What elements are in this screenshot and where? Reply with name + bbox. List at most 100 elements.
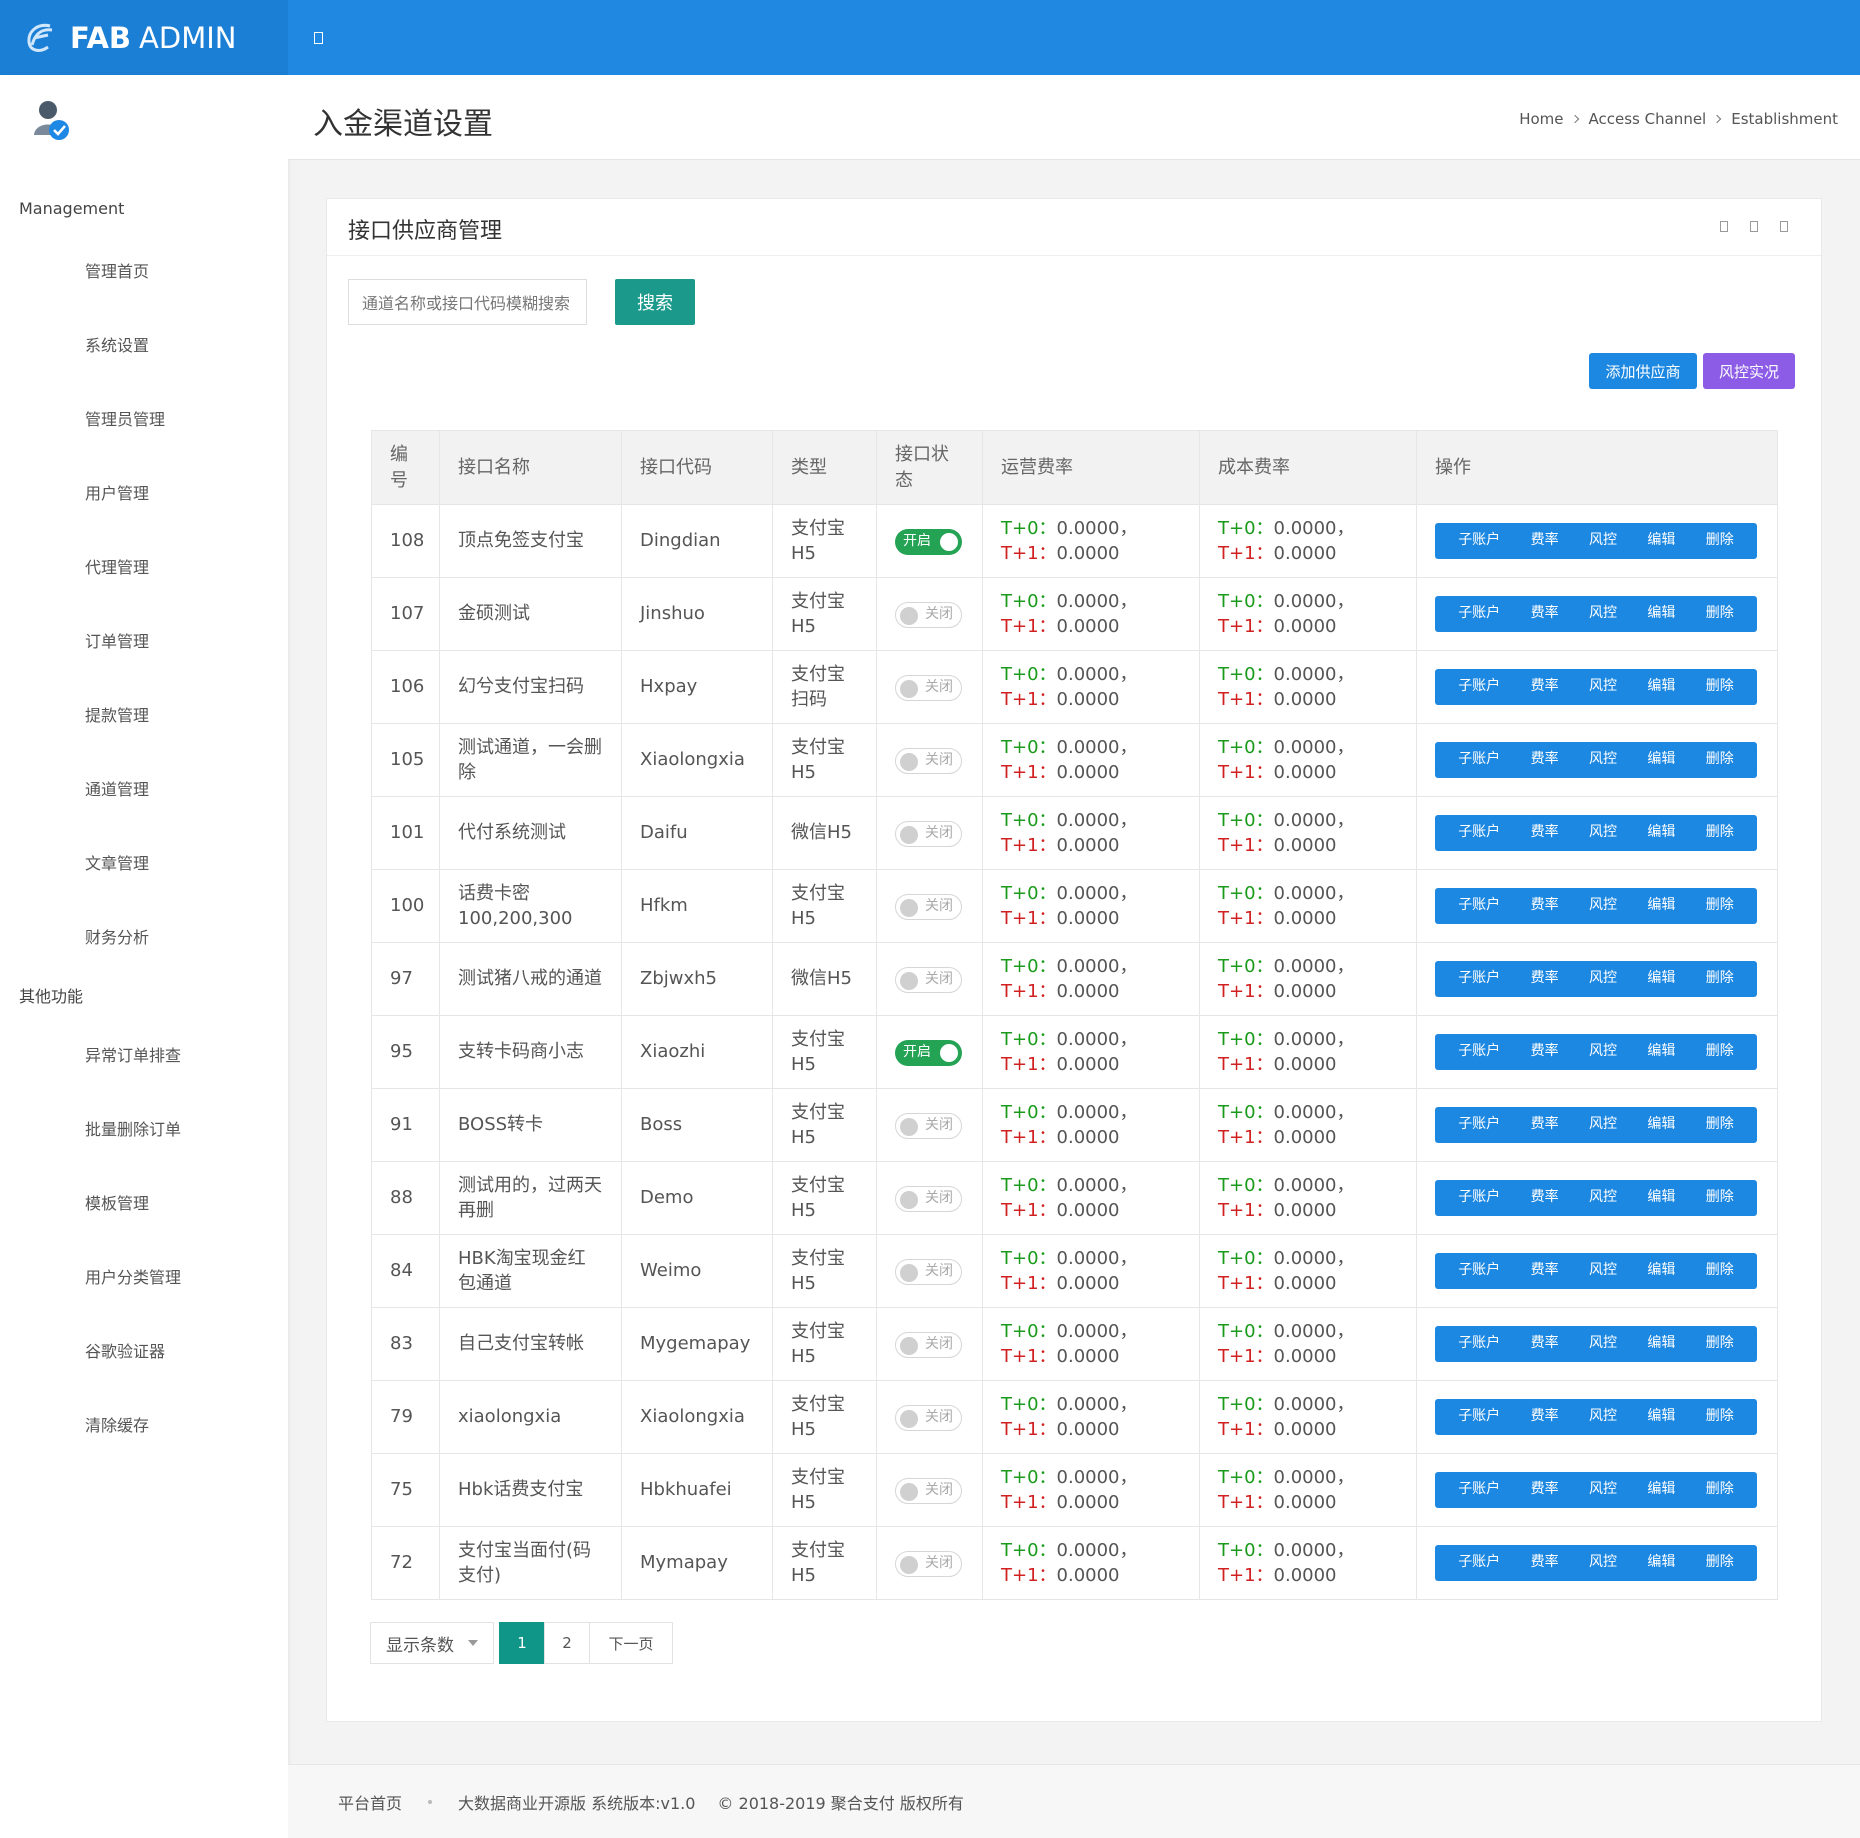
action-button[interactable]: 风控 [1588,1335,1617,1352]
action-button[interactable]: 删除 [1705,751,1734,768]
status-switch[interactable]: 关闭 [895,966,962,993]
action-button[interactable]: 删除 [1705,1335,1734,1352]
footer-text[interactable]: 平台首页 [338,1793,403,1813]
action-button[interactable]: 子账户 [1458,678,1501,695]
action-button[interactable]: 编辑 [1647,897,1676,914]
sidebar-item[interactable]: 订单管理 [85,632,150,651]
page-button[interactable]: 1 [499,1622,545,1664]
action-button[interactable]: 风控 [1588,1481,1617,1498]
action-button[interactable]: 编辑 [1647,605,1676,622]
add-supplier-button[interactable]: 添加供应商 [1589,353,1697,389]
action-button[interactable]: 删除 [1705,824,1734,841]
action-button[interactable]: 费率 [1530,532,1559,549]
action-button[interactable]: 删除 [1705,1481,1734,1498]
action-button[interactable]: 编辑 [1647,1189,1676,1206]
action-button[interactable]: 删除 [1705,897,1734,914]
action-button[interactable]: 子账户 [1458,897,1501,914]
status-switch[interactable]: 关闭 [895,820,962,847]
status-switch[interactable]: 开启 [895,528,962,555]
action-button[interactable]: 费率 [1530,1116,1559,1133]
action-button[interactable]: 编辑 [1647,1408,1676,1425]
action-button[interactable]: 费率 [1530,824,1559,841]
sidebar-item[interactable]: 管理首页 [85,262,150,281]
breadcrumb-item[interactable]: Access Channel [1588,110,1707,128]
action-button[interactable]: 费率 [1530,605,1559,622]
action-button[interactable]: 子账户 [1458,1043,1501,1060]
action-button[interactable]: 风控 [1588,678,1617,695]
status-switch[interactable]: 关闭 [895,601,962,628]
sidebar-item[interactable]: 用户管理 [85,484,150,503]
action-button[interactable]: 风控 [1588,1116,1617,1133]
status-switch[interactable]: 关闭 [895,1550,962,1577]
status-switch[interactable]: 关闭 [895,1185,962,1212]
action-button[interactable]: 风控 [1588,1189,1617,1206]
breadcrumb-item[interactable]: Establishment [1731,110,1838,128]
action-button[interactable]: 删除 [1705,1554,1734,1571]
tool-icon[interactable] [1750,221,1758,232]
status-switch[interactable]: 关闭 [895,1404,962,1431]
tool-icon[interactable] [1720,221,1728,232]
action-button[interactable]: 费率 [1530,970,1559,987]
action-button[interactable]: 删除 [1705,1043,1734,1060]
page-button[interactable]: 2 [544,1622,590,1664]
sidebar-item[interactable]: 通道管理 [85,780,150,799]
sidebar-item[interactable]: 财务分析 [85,928,150,947]
action-button[interactable]: 费率 [1530,1043,1559,1060]
action-button[interactable]: 子账户 [1458,1116,1501,1133]
menu-toggle[interactable] [314,32,323,44]
action-button[interactable]: 费率 [1530,897,1559,914]
action-button[interactable]: 编辑 [1647,970,1676,987]
action-button[interactable]: 风控 [1588,1262,1617,1279]
action-button[interactable]: 费率 [1530,1554,1559,1571]
action-button[interactable]: 编辑 [1647,1554,1676,1571]
action-button[interactable]: 子账户 [1458,1481,1501,1498]
page-size-select[interactable]: 显示条数 [370,1622,494,1664]
action-button[interactable]: 子账户 [1458,1262,1501,1279]
action-button[interactable]: 删除 [1705,532,1734,549]
status-switch[interactable]: 开启 [895,1039,962,1066]
action-button[interactable]: 删除 [1705,605,1734,622]
action-button[interactable]: 编辑 [1647,532,1676,549]
sidebar-item[interactable]: 文章管理 [85,854,150,873]
action-button[interactable]: 编辑 [1647,1116,1676,1133]
sidebar-item[interactable]: 用户分类管理 [85,1268,182,1287]
action-button[interactable]: 删除 [1705,1408,1734,1425]
search-button[interactable]: 搜索 [615,279,695,325]
action-button[interactable]: 子账户 [1458,970,1501,987]
action-button[interactable]: 费率 [1530,678,1559,695]
action-button[interactable]: 子账户 [1458,824,1501,841]
sidebar-item[interactable]: 异常订单排查 [85,1046,182,1065]
sidebar-item[interactable]: 提款管理 [85,706,150,725]
sidebar-item[interactable]: 管理员管理 [85,410,166,429]
action-button[interactable]: 子账户 [1458,1408,1501,1425]
breadcrumb-item[interactable]: Home [1519,110,1564,128]
action-button[interactable]: 编辑 [1647,824,1676,841]
sidebar-item[interactable]: 清除缓存 [85,1416,150,1435]
action-button[interactable]: 费率 [1530,1262,1559,1279]
action-button[interactable]: 费率 [1530,1189,1559,1206]
next-page-button[interactable]: 下一页 [589,1622,673,1664]
status-switch[interactable]: 关闭 [895,1477,962,1504]
status-switch[interactable]: 关闭 [895,674,962,701]
action-button[interactable]: 费率 [1530,1335,1559,1352]
action-button[interactable]: 编辑 [1647,1335,1676,1352]
action-button[interactable]: 费率 [1530,1481,1559,1498]
action-button[interactable]: 子账户 [1458,605,1501,622]
action-button[interactable]: 删除 [1705,970,1734,987]
action-button[interactable]: 风控 [1588,897,1617,914]
action-button[interactable]: 子账户 [1458,532,1501,549]
action-button[interactable]: 编辑 [1647,751,1676,768]
action-button[interactable]: 费率 [1530,1408,1559,1425]
sidebar-item[interactable]: 谷歌验证器 [85,1342,166,1361]
action-button[interactable]: 风控 [1588,1408,1617,1425]
action-button[interactable]: 风控 [1588,532,1617,549]
action-button[interactable]: 删除 [1705,1262,1734,1279]
sidebar-item[interactable]: 模板管理 [85,1194,150,1213]
action-button[interactable]: 风控 [1588,824,1617,841]
action-button[interactable]: 风控 [1588,1554,1617,1571]
action-button[interactable]: 子账户 [1458,751,1501,768]
action-button[interactable]: 风控 [1588,605,1617,622]
status-switch[interactable]: 关闭 [895,893,962,920]
action-button[interactable]: 删除 [1705,678,1734,695]
sidebar-item[interactable]: 批量删除订单 [85,1120,182,1139]
